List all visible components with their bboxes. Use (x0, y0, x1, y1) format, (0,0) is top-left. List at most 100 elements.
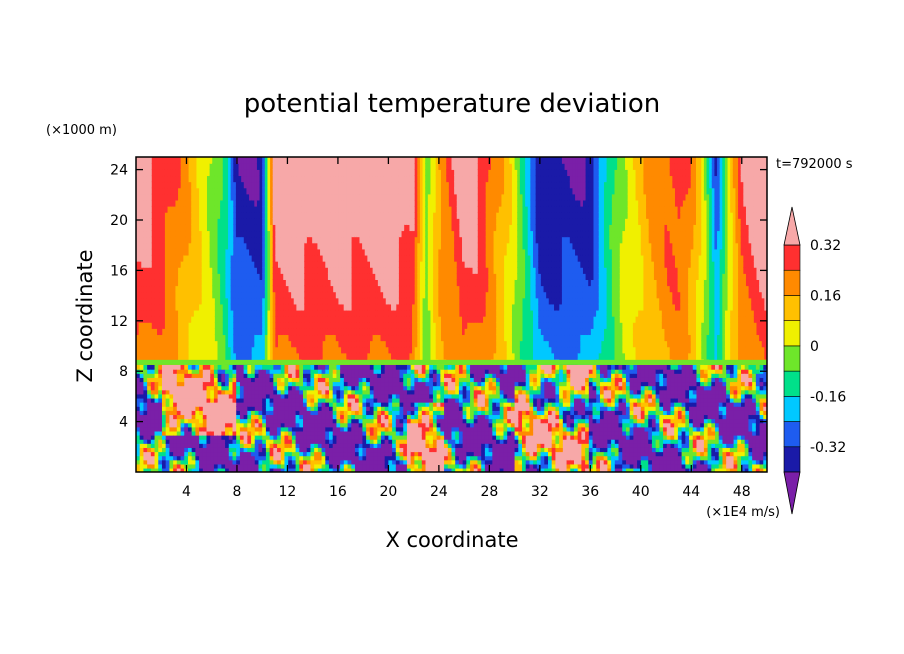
field-cell (299, 242, 303, 250)
field-cell (406, 328, 411, 336)
field-cell (425, 346, 429, 354)
field-cell (425, 340, 429, 348)
field-cell (241, 322, 245, 329)
field-cell (230, 163, 234, 170)
field-cell (404, 273, 408, 280)
field-cell (372, 224, 376, 232)
field-cell (385, 315, 390, 323)
field-cell (346, 260, 350, 268)
field-cell (251, 340, 256, 348)
field-cell (330, 181, 334, 189)
field-cell (267, 267, 271, 274)
field-cell (180, 199, 185, 207)
field-cell (398, 224, 403, 232)
field-cell (146, 193, 150, 201)
field-cell (372, 334, 376, 342)
field-cell (280, 340, 284, 348)
field-cell (317, 248, 321, 256)
field-cell (164, 297, 169, 305)
field-cell (309, 205, 313, 213)
field-cell (285, 334, 290, 342)
field-cell (238, 157, 242, 164)
field-cell (149, 346, 153, 354)
field-cell (243, 212, 248, 219)
field-cell (304, 352, 308, 360)
field-cell (396, 230, 400, 238)
field-cell (333, 273, 337, 280)
field-cell (346, 346, 350, 354)
field-cell (256, 187, 261, 195)
field-cell (372, 260, 376, 268)
field-cell (322, 212, 326, 219)
field-cell (325, 187, 329, 195)
field-cell (267, 334, 271, 342)
field-cell (254, 254, 258, 262)
field-cell (388, 328, 392, 336)
field-cell (196, 187, 200, 195)
field-cell (225, 273, 229, 280)
field-cell (272, 273, 277, 280)
field-cell (143, 260, 148, 268)
field-cell (196, 181, 200, 189)
field-cell (388, 193, 392, 201)
field-cell (301, 230, 305, 238)
field-cell (306, 199, 311, 207)
field-cell (188, 242, 192, 250)
field-cell (141, 279, 145, 287)
field-cell (228, 352, 232, 360)
field-cell (367, 334, 371, 342)
field-cell (440, 230, 445, 238)
field-cell (333, 297, 337, 305)
field-cell (272, 254, 277, 262)
field-cell (325, 218, 329, 225)
field-cell (256, 346, 261, 354)
field-cell (235, 297, 240, 305)
field-cell (320, 163, 324, 170)
field-cell (333, 352, 337, 360)
field-cell (322, 279, 326, 287)
field-cell (167, 212, 171, 219)
field-cell (193, 218, 198, 225)
field-cell (262, 248, 266, 256)
field-cell (193, 236, 198, 244)
field-cell (164, 267, 169, 274)
field-cell (338, 340, 342, 348)
field-cell (338, 297, 342, 305)
field-cell (264, 322, 269, 329)
field-cell (417, 199, 421, 207)
field-cell (301, 328, 305, 336)
field-cell (409, 352, 413, 360)
field-cell (217, 273, 221, 280)
field-cell (422, 230, 426, 238)
field-cell (183, 248, 187, 256)
field-cell (241, 291, 245, 299)
field-cell (264, 309, 269, 317)
field-cell (201, 218, 206, 225)
field-cell (143, 315, 148, 323)
field-cell (275, 169, 279, 177)
field-cell (222, 187, 227, 195)
field-cell (322, 163, 326, 170)
field-cell (291, 199, 295, 207)
field-cell (249, 309, 253, 317)
field-cell (201, 236, 206, 244)
field-cell (391, 157, 395, 164)
field-cell (149, 242, 153, 250)
field-cell (404, 328, 408, 336)
field-cell (272, 230, 277, 238)
field-cell (167, 334, 171, 342)
field-cell (172, 352, 177, 360)
field-cell (419, 291, 424, 299)
field-cell (369, 205, 374, 213)
field-cell (446, 273, 450, 280)
field-cell (385, 187, 390, 195)
field-cell (199, 181, 203, 189)
field-cell (154, 163, 158, 170)
field-cell (322, 224, 326, 232)
field-cell (419, 163, 424, 170)
field-cell (320, 230, 324, 238)
field-cell (225, 199, 229, 207)
field-cell (435, 163, 440, 170)
field-cell (262, 169, 266, 177)
field-cell (222, 205, 227, 213)
